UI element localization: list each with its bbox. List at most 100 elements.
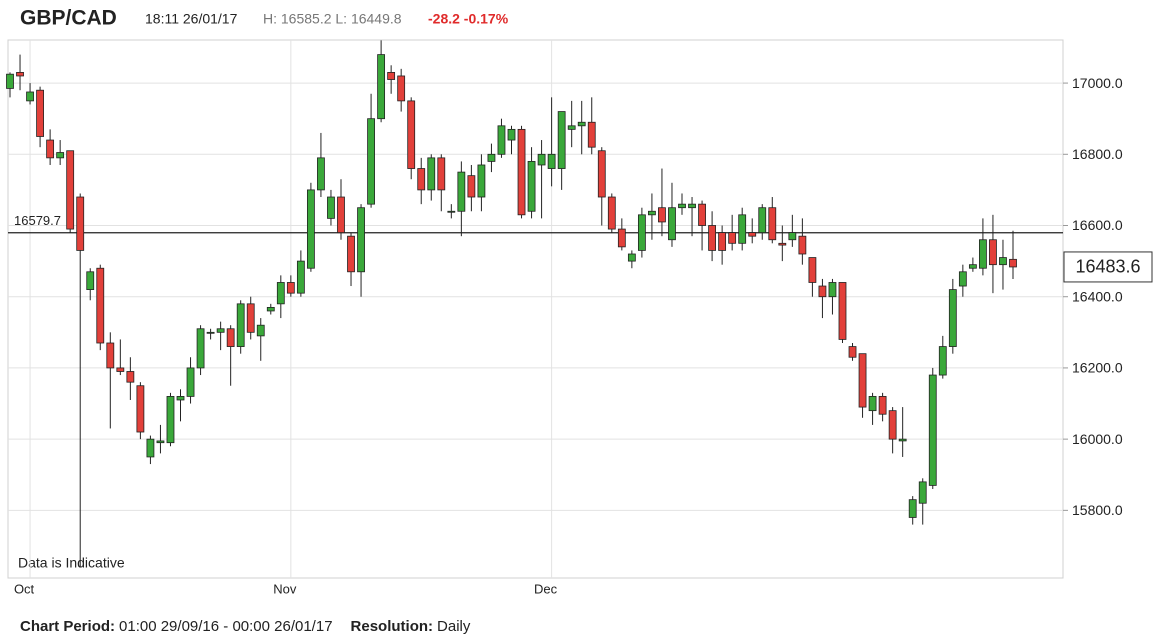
candle-body	[246, 303, 255, 333]
candle-body	[236, 303, 245, 347]
y-tick-label: 16000.0	[1072, 431, 1123, 447]
reference-label: 16579.7	[14, 213, 61, 228]
y-tick-label: 16200.0	[1072, 360, 1123, 376]
candle-body	[808, 257, 817, 283]
candle-body	[96, 267, 105, 344]
candle-body	[948, 289, 957, 347]
candle-body	[76, 196, 85, 251]
candle-body	[999, 257, 1007, 266]
high-low: H: 16585.2 L: 16449.8	[263, 11, 402, 27]
candle-body	[86, 271, 95, 290]
candle-body	[748, 232, 757, 237]
change: -28.2 -0.17%	[428, 11, 509, 27]
candle-body	[407, 100, 416, 169]
candle-body	[698, 203, 706, 226]
candle-body	[818, 285, 827, 298]
candle-body	[848, 346, 857, 358]
candle-body	[156, 440, 165, 444]
candle-body	[798, 235, 807, 255]
symbol: GBP/CAD	[20, 7, 117, 30]
candle-body	[266, 306, 275, 312]
candle-body	[838, 282, 847, 340]
candle-body	[387, 72, 396, 80]
candle-body	[718, 232, 727, 251]
candle-body	[367, 118, 375, 205]
candle-body	[397, 75, 406, 102]
last-price: 16483.6	[1075, 257, 1140, 277]
y-tick-label: 17000.0	[1072, 75, 1123, 91]
candle-body	[658, 207, 666, 223]
candle-body	[567, 125, 576, 130]
x-tick-label: Dec	[534, 581, 558, 596]
candle-body	[146, 438, 155, 458]
candle-body	[898, 438, 907, 442]
candle-body	[347, 235, 355, 273]
candle-body	[296, 260, 305, 294]
candle-body	[136, 385, 145, 433]
candle-body	[126, 371, 135, 383]
candle-body	[1009, 258, 1017, 268]
candle-body	[106, 342, 115, 369]
candle-body	[979, 239, 987, 269]
candle-body	[256, 324, 265, 337]
candle-body	[507, 128, 516, 141]
candle-body	[708, 225, 716, 251]
candle-body	[858, 353, 867, 408]
candle-body	[928, 374, 937, 486]
candle-body	[477, 164, 486, 198]
footer: Chart Period: 01:00 29/09/16 - 00:00 26/0…	[20, 618, 471, 635]
candle-body	[597, 150, 606, 198]
candle-body	[888, 410, 897, 440]
candle-body	[728, 232, 737, 244]
candle-body	[868, 396, 877, 412]
candle-body	[678, 203, 686, 209]
candle-body	[627, 253, 636, 262]
last-price-box	[1063, 251, 1153, 283]
candle-body	[16, 72, 24, 77]
candle-body	[317, 157, 325, 191]
candle-body	[547, 153, 556, 169]
candle-body	[778, 242, 787, 246]
y-tick-label: 16800.0	[1072, 146, 1123, 162]
candle-body	[166, 396, 175, 444]
candle-body	[648, 210, 656, 216]
x-tick-label: Nov	[273, 581, 297, 596]
candle-body	[467, 175, 476, 198]
candle-body	[216, 328, 225, 333]
candle-body	[226, 328, 235, 347]
candle-body	[206, 331, 215, 334]
candle-body	[56, 152, 65, 159]
candle-body	[327, 196, 335, 219]
timestamp: 18:11 26/01/17	[145, 11, 238, 27]
footer-label: Chart Period:	[20, 618, 115, 635]
candle-body	[738, 214, 747, 244]
candle-body	[66, 150, 75, 230]
candle-body	[457, 171, 466, 212]
plot-frame	[7, 39, 1064, 579]
candle-body	[427, 157, 436, 191]
y-tick-label: 15800.0	[1072, 502, 1123, 518]
candle-body	[447, 210, 456, 213]
candle-body	[36, 89, 44, 137]
annotation: Data is Indicative	[18, 555, 125, 571]
footer-value: 01:00 29/09/16 - 00:00 26/01/17	[119, 618, 333, 635]
candle-body	[377, 54, 386, 120]
candle-body	[617, 228, 626, 248]
candle-body	[306, 189, 315, 269]
y-tick-label: 16600.0	[1072, 217, 1123, 233]
candle-body	[517, 128, 526, 216]
candle-body	[688, 203, 696, 209]
candle-body	[668, 207, 676, 241]
candle-body	[497, 125, 506, 155]
candle-body	[828, 282, 837, 298]
candle-body	[637, 214, 646, 251]
candle-body	[908, 499, 917, 518]
candle-body	[768, 207, 777, 241]
candle-body	[989, 239, 997, 266]
candle-body	[26, 91, 34, 102]
candle-body	[918, 481, 927, 504]
candle-body	[878, 396, 887, 415]
candle-body	[968, 264, 977, 269]
